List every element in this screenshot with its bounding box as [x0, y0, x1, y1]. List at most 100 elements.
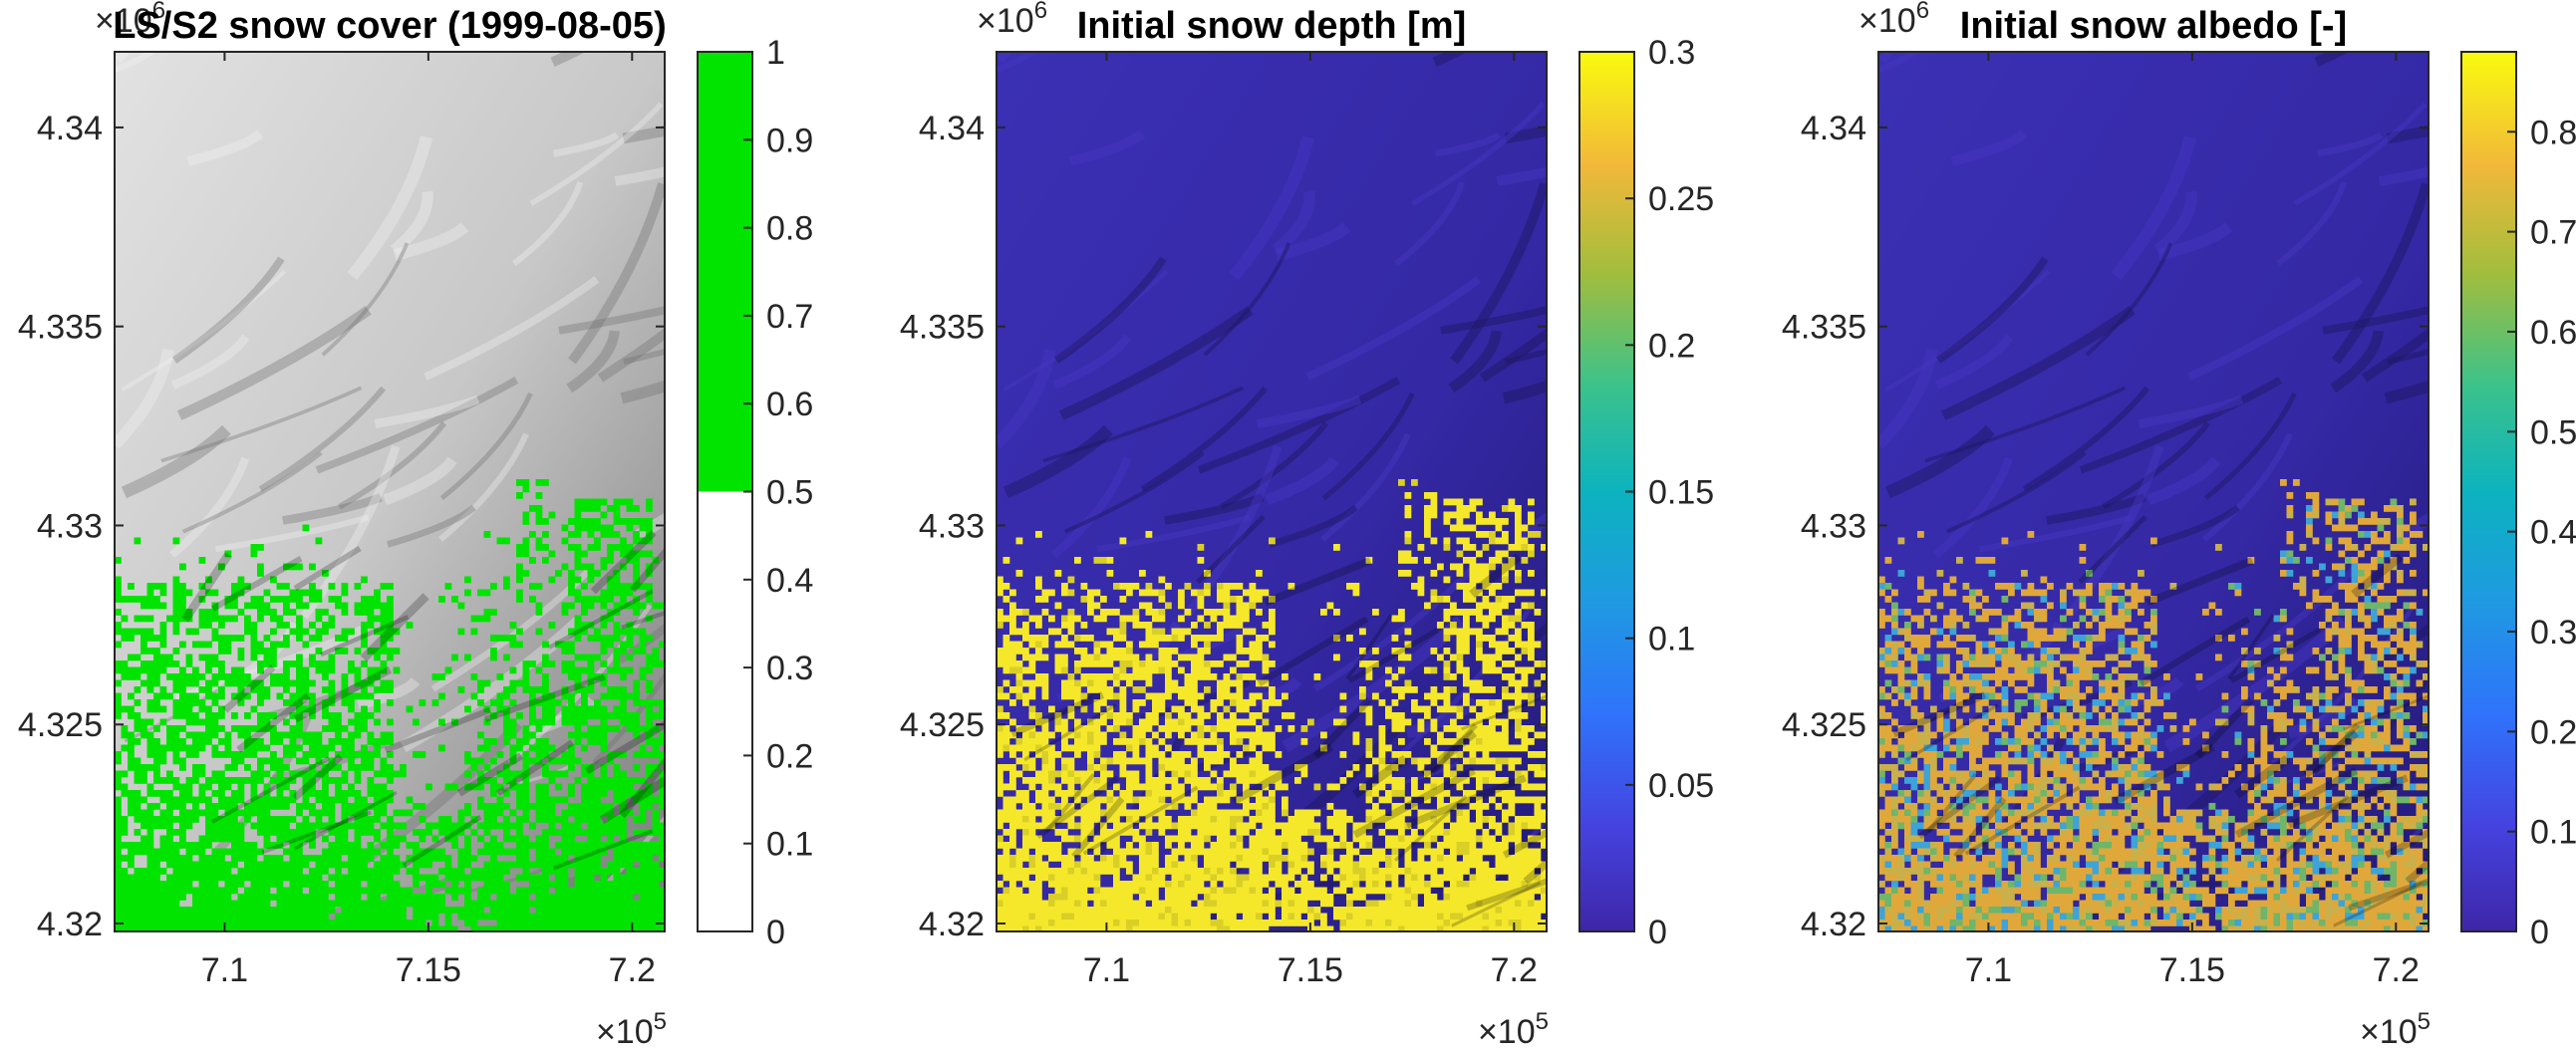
- snow-pixel: [134, 842, 142, 849]
- snow-pixel: [535, 666, 543, 674]
- snow-pixel: [1443, 705, 1451, 713]
- snow-pixel: [185, 887, 193, 895]
- snow-pixel: [1243, 648, 1250, 655]
- snow-pixel: [646, 790, 653, 797]
- snow-pixel: [1041, 686, 1049, 693]
- snow-pixel: [115, 583, 122, 590]
- snow-pixel: [522, 887, 530, 895]
- snow-pixel: [1113, 783, 1120, 791]
- snow-pixel: [1256, 790, 1263, 797]
- snow-pixel: [211, 816, 219, 823]
- snow-pixel: [1262, 764, 1270, 771]
- snow-pixel: [1294, 809, 1301, 817]
- snow-pixel: [257, 718, 264, 726]
- snow-pixel: [1443, 609, 1451, 616]
- snow-pixel: [522, 660, 530, 667]
- snow-pixel: [1372, 609, 1379, 616]
- snow-pixel: [490, 648, 497, 655]
- snow-pixel: [1152, 666, 1159, 674]
- snow-pixel: [231, 751, 238, 758]
- snow-pixel: [639, 583, 647, 590]
- snow-pixel: [659, 699, 665, 706]
- snow-pixel: [1256, 829, 1263, 836]
- snow-pixel: [374, 920, 381, 926]
- snow-pixel: [581, 925, 588, 931]
- snow-pixel: [211, 679, 219, 687]
- snow-pixel: [1489, 816, 1496, 823]
- snow-pixel: [374, 848, 381, 856]
- snow-pixel: [231, 881, 238, 888]
- snow-pixel: [1359, 628, 1366, 636]
- snow-pixel: [574, 635, 582, 642]
- snow-pixel: [1502, 622, 1509, 629]
- snow-pixel: [146, 583, 154, 590]
- snow-pixel: [1119, 822, 1127, 830]
- snow-pixel: [406, 900, 414, 908]
- snow-pixel: [146, 842, 154, 849]
- snow-pixel: [555, 894, 562, 901]
- snow-pixel: [1482, 777, 1490, 784]
- snow-pixel: [263, 842, 271, 849]
- snow-pixel: [419, 816, 427, 823]
- snow-pixel: [179, 583, 186, 590]
- snow-pixel: [1022, 609, 1029, 616]
- snow-pixel: [283, 829, 290, 836]
- snow-pixel: [1515, 615, 1522, 623]
- snow-pixel: [348, 718, 355, 726]
- snow-pixel: [141, 648, 147, 655]
- snow-pixel: [309, 809, 316, 817]
- snow-pixel: [620, 809, 627, 817]
- snow-pixel: [1178, 764, 1185, 771]
- snow-pixel: [1087, 842, 1094, 849]
- snow-pixel: [348, 855, 355, 862]
- snow-pixel: [1022, 816, 1029, 823]
- snow-pixel: [276, 596, 284, 603]
- snow-pixel: [1508, 712, 1516, 719]
- snow-pixel: [270, 925, 277, 931]
- snow-pixel: [1126, 809, 1133, 817]
- snow-pixel: [1269, 641, 1276, 649]
- snow-pixel: [503, 725, 510, 732]
- snow-pixel: [1028, 777, 1036, 784]
- snow-pixel: [555, 770, 562, 778]
- snow-pixel: [1469, 835, 1477, 843]
- colorbar-tick-label: 1: [766, 34, 785, 72]
- snow-pixel: [1430, 648, 1438, 655]
- snow-pixel: [1119, 738, 1127, 745]
- snow-pixel: [205, 692, 212, 700]
- snow-pixel: [387, 790, 394, 797]
- snow-pixel: [587, 868, 595, 875]
- snow-pixel: [1217, 583, 1224, 590]
- snow-pixel: [1541, 712, 1547, 719]
- snow-pixel: [607, 576, 614, 584]
- snow-pixel: [1398, 757, 1405, 765]
- snow-pixel: [315, 868, 323, 875]
- snow-pixel: [581, 609, 588, 616]
- snow-pixel: [516, 628, 523, 636]
- snow-pixel: [296, 881, 303, 888]
- snow-pixel: [431, 855, 439, 862]
- snow-pixel: [380, 907, 388, 914]
- snow-pixel: [1430, 718, 1438, 726]
- snow-pixel: [431, 913, 439, 921]
- snow-pixel: [516, 855, 523, 862]
- snow-pixel: [380, 842, 388, 849]
- snow-pixel: [296, 809, 303, 817]
- snow-pixel: [283, 920, 290, 926]
- snow-pixel: [626, 894, 634, 901]
- snow-pixel: [1015, 609, 1023, 616]
- snow-pixel: [1502, 718, 1509, 726]
- snow-pixel: [633, 718, 640, 726]
- snow-pixel: [1100, 731, 1107, 739]
- snow-pixel: [620, 718, 627, 726]
- snow-pixel: [451, 829, 458, 836]
- snow-pixel: [1022, 648, 1029, 655]
- snow-pixel: [387, 861, 394, 869]
- snow-pixel: [1230, 842, 1237, 849]
- snow-pixel: [1443, 699, 1451, 706]
- snow-pixel: [646, 718, 653, 726]
- snow-pixel: [633, 764, 640, 771]
- snow-pixel: [535, 609, 543, 616]
- snow-pixel: [244, 842, 251, 849]
- snow-pixel: [121, 744, 129, 752]
